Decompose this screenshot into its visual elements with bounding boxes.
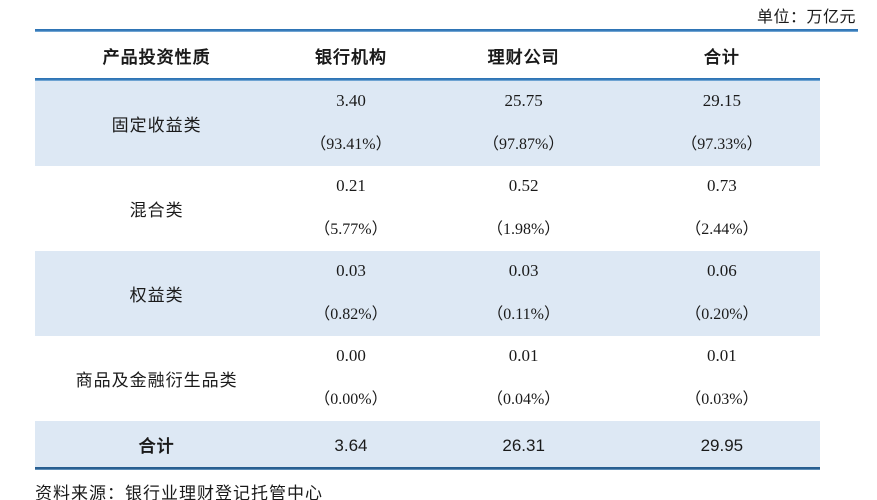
cell-percent: （0.11%） <box>487 306 561 323</box>
header-rule <box>35 78 820 81</box>
cell-percent: （2.44%） <box>685 221 759 238</box>
cell-wmc: 0.01 （0.04%） <box>424 336 624 421</box>
row-label: 权益类 <box>129 286 184 305</box>
cell-bank: 0.03 （0.82%） <box>278 251 423 336</box>
cell-value: 3.40 <box>336 91 366 110</box>
cell-bank: 0.00 （0.00%） <box>278 336 423 421</box>
row-label: 固定收益类 <box>111 116 202 135</box>
cell-value: 29.15 <box>702 91 741 110</box>
total-bank-value: 3.64 <box>334 436 368 455</box>
top-rule <box>35 29 858 32</box>
total-label: 合计 <box>138 436 175 456</box>
table-row-mixed: 混合类 0.21 （5.77%） 0.52 （1.98%） 0.73 （2.44… <box>35 166 820 251</box>
cell-value: 0.73 <box>706 176 737 195</box>
cell-value: 0.21 <box>336 176 366 195</box>
cell-value: 0.01 <box>508 346 539 365</box>
table-row-fixed-income: 固定收益类 3.40 （93.41%） 25.75 （97.87%） 29.15… <box>35 81 820 166</box>
row-label: 混合类 <box>129 201 184 220</box>
cell-percent: （5.77%） <box>314 221 388 238</box>
cell-value: 0.03 <box>508 261 539 280</box>
cell-percent: （0.20%） <box>685 306 759 323</box>
unit-label: 单位：万亿元 <box>756 9 856 26</box>
total-wmc-value: 26.31 <box>502 436 545 455</box>
cell-percent: （1.98%） <box>486 221 561 238</box>
cell-percent: （97.87%） <box>482 136 565 153</box>
cell-percent: （0.04%） <box>486 391 561 408</box>
cell-percent: （0.03%） <box>685 391 759 408</box>
cell-total: 29.15 （97.33%） <box>624 81 820 166</box>
cell-value: 0.00 <box>336 346 366 365</box>
column-header-bank: 银行机构 <box>314 47 387 67</box>
cell-value: 0.01 <box>706 346 737 365</box>
cell-total: 0.73 （2.44%） <box>624 166 820 251</box>
column-header-product-type: 产品投资性质 <box>102 47 211 67</box>
table-row-commodity-derivatives: 商品及金融衍生品类 0.00 （0.00%） 0.01 （0.04%） 0.01… <box>35 336 820 421</box>
cell-wmc: 0.03 （0.11%） <box>424 251 624 336</box>
cell-value: 25.75 <box>504 91 543 110</box>
cell-percent: （0.82%） <box>314 306 388 323</box>
total-total-value: 29.95 <box>700 436 744 455</box>
cell-total: 0.06 （0.20%） <box>624 251 820 336</box>
cell-value: 0.03 <box>336 261 366 280</box>
cell-total: 0.01 （0.03%） <box>624 336 820 421</box>
cell-bank: 3.40 （93.41%） <box>278 81 423 166</box>
cell-percent: （0.00%） <box>314 391 388 408</box>
source-note: 资料来源：银行业理财登记托管中心 <box>35 484 323 500</box>
column-header-total: 合计 <box>703 47 740 67</box>
cell-percent: （97.33%） <box>681 136 763 153</box>
row-label: 商品及金融衍生品类 <box>75 371 238 390</box>
cell-wmc: 25.75 （97.87%） <box>424 81 624 166</box>
column-header-wmc: 理财公司 <box>487 47 560 67</box>
cell-value: 0.52 <box>508 176 539 195</box>
cell-wmc: 0.52 （1.98%） <box>424 166 624 251</box>
cell-value: 0.06 <box>706 261 737 280</box>
table-row-total: 合计 3.64 26.31 29.95 <box>35 421 820 467</box>
bottom-rule <box>35 467 820 470</box>
cell-percent: （93.41%） <box>310 136 392 153</box>
cell-bank: 0.21 （5.77%） <box>278 166 423 251</box>
table-row-equity: 权益类 0.03 （0.82%） 0.03 （0.11%） 0.06 （0.20… <box>35 251 820 336</box>
table-header-row: 产品投资性质 银行机构 理财公司 合计 <box>35 32 820 78</box>
